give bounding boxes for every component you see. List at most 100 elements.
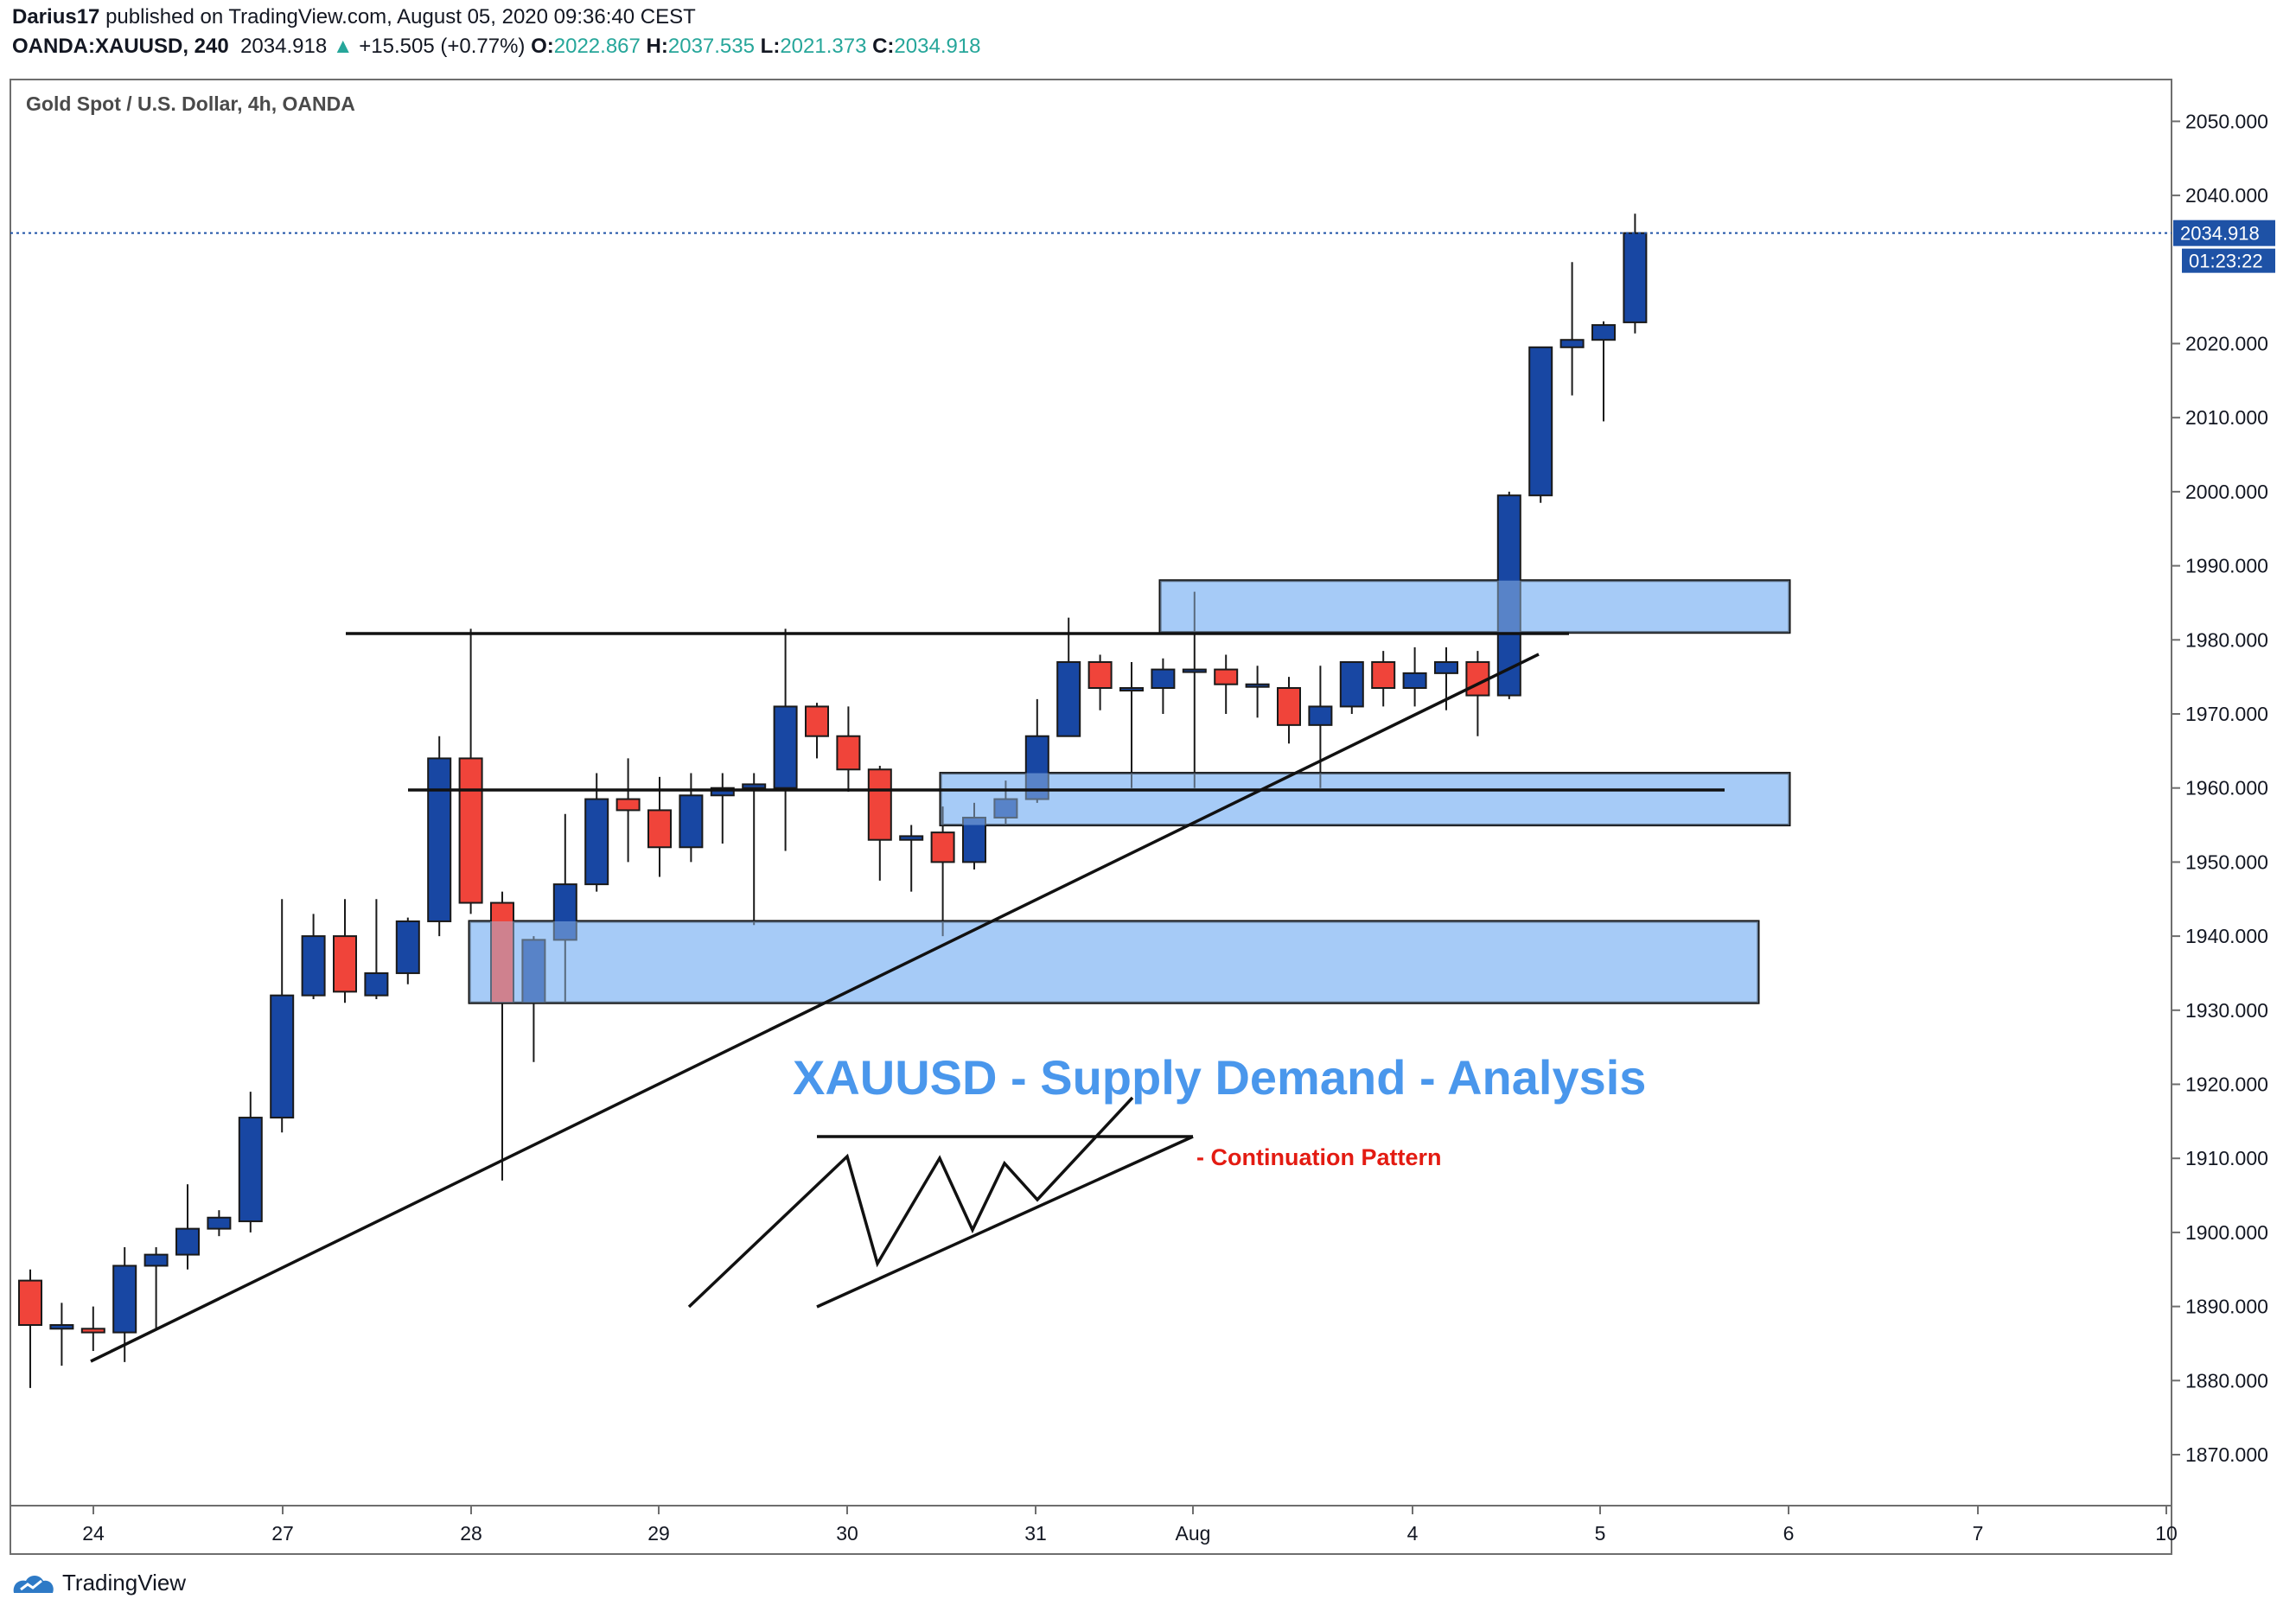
- brand-name: TradingView: [62, 1570, 187, 1596]
- x-tick-label: 29: [647, 1522, 670, 1545]
- author-name[interactable]: Darius17: [12, 5, 100, 29]
- candle-body: [1339, 661, 1364, 708]
- candle-body: [584, 798, 609, 886]
- y-tick-label: 1920.000: [2185, 1073, 2268, 1096]
- candle: [584, 773, 609, 892]
- candle-body: [962, 816, 986, 863]
- annotation-pattern-label: - Continuation Pattern: [1196, 1144, 1441, 1170]
- candle: [301, 914, 326, 999]
- candle-body: [710, 787, 735, 797]
- candle-body: [490, 901, 514, 1004]
- trend-line: [90, 653, 1540, 1363]
- symbol-label: OANDA:XAUUSD, 240: [12, 35, 229, 58]
- change-arrow-icon: ▲: [332, 35, 354, 58]
- high-value: 2037.535: [667, 35, 755, 58]
- candle-body: [867, 768, 892, 841]
- candle: [1402, 647, 1427, 707]
- y-tick-label: 2000.000: [2185, 481, 2268, 503]
- candle: [1591, 321, 1616, 422]
- x-tick-label: 30: [836, 1522, 858, 1545]
- candle-body: [1559, 339, 1585, 348]
- x-tick-label: 31: [1024, 1522, 1047, 1545]
- candle-body: [773, 705, 798, 789]
- x-tick-label: 10: [2155, 1522, 2178, 1545]
- candle: [742, 773, 767, 926]
- candle: [615, 758, 641, 863]
- price-labels-layer: 2034.918 01:23:22: [10, 220, 2275, 273]
- candle: [427, 736, 452, 937]
- chart-title: Gold Spot / U.S. Dollar, 4h, OANDA: [26, 92, 355, 115]
- candle-body: [364, 971, 389, 997]
- candle: [899, 825, 924, 892]
- close-value: 2034.918: [894, 35, 981, 58]
- candle-body: [395, 920, 420, 974]
- candle: [1371, 651, 1396, 707]
- candle: [80, 1306, 105, 1352]
- candle: [1559, 262, 1585, 396]
- y-tick-label: 1940.000: [2185, 925, 2268, 947]
- candle: [647, 776, 672, 877]
- tradingview-footer[interactable]: TradingView: [12, 1570, 186, 1596]
- time-axis[interactable]: 24 27 28 29 30 31 Aug 4 5 6 7 10: [82, 1506, 2178, 1545]
- candle-body: [1402, 672, 1427, 690]
- ohlc-legend: OANDA:XAUUSD, 240 2034.918 ▲ +15.505 (+0…: [12, 35, 981, 59]
- change-value: +15.505 (+0.77%): [359, 35, 526, 58]
- candle: [207, 1210, 232, 1237]
- candle-body: [679, 794, 704, 849]
- candle-body: [1308, 705, 1333, 726]
- open-label: O:: [531, 35, 554, 58]
- candle-body: [1182, 668, 1207, 673]
- candle: [836, 706, 861, 792]
- candle-body: [552, 883, 577, 941]
- candle: [1087, 654, 1113, 710]
- y-tick-label: 2020.000: [2185, 333, 2268, 355]
- candle: [18, 1269, 42, 1388]
- candle-body: [144, 1253, 169, 1267]
- countdown-label: 01:23:22: [2189, 251, 2263, 272]
- candle-body: [1528, 346, 1553, 497]
- candle-body: [1623, 232, 1648, 323]
- candle-body: [742, 783, 767, 789]
- candle-body: [458, 757, 483, 904]
- y-tick-label: 1880.000: [2185, 1369, 2268, 1392]
- price-axis[interactable]: 2050.000 2040.000 2020.000 2010.000 2000.000…: [2172, 110, 2268, 1466]
- last-price: 2034.918: [240, 35, 328, 58]
- countdown-badge: [2182, 248, 2275, 273]
- candle-body: [521, 939, 546, 1004]
- candle-body: [18, 1279, 42, 1327]
- annotation-title: XAUUSD - Supply Demand - Analysis: [793, 1050, 1646, 1105]
- high-label: H:: [646, 35, 668, 58]
- candle-body: [238, 1117, 263, 1223]
- x-tick-label: 6: [1783, 1522, 1795, 1545]
- drawings-layer: XAUUSD - Supply Demand - Analysis - Conti…: [90, 632, 1725, 1363]
- y-tick-label: 1930.000: [2185, 999, 2268, 1022]
- y-tick-label: 1980.000: [2185, 628, 2268, 651]
- y-tick-label: 2040.000: [2185, 184, 2268, 207]
- candle-body: [112, 1264, 137, 1334]
- supply-demand-zone: [939, 772, 1791, 827]
- candle-body: [615, 798, 641, 812]
- candle: [1496, 491, 1521, 699]
- candle-body: [207, 1216, 232, 1230]
- candle: [962, 802, 986, 870]
- candle: [1182, 591, 1207, 788]
- candle: [1308, 666, 1333, 788]
- x-tick-label: 4: [1407, 1522, 1419, 1545]
- last-price-label: 2034.918: [2180, 223, 2260, 245]
- candle-body: [1151, 668, 1176, 690]
- y-tick-label: 1970.000: [2185, 703, 2268, 725]
- candle: [1465, 651, 1490, 736]
- candle: [993, 780, 1018, 825]
- candle: [773, 628, 798, 851]
- candle: [521, 936, 546, 1062]
- candle: [1277, 677, 1301, 744]
- low-value: 2021.373: [780, 35, 867, 58]
- candle: [49, 1303, 74, 1366]
- candle: [1339, 661, 1364, 714]
- candle: [1623, 213, 1648, 334]
- tradingview-logo-icon: [13, 1575, 54, 1593]
- pattern-bottom-line: [816, 1135, 1194, 1309]
- candle-body: [647, 809, 672, 849]
- candle: [333, 899, 357, 1003]
